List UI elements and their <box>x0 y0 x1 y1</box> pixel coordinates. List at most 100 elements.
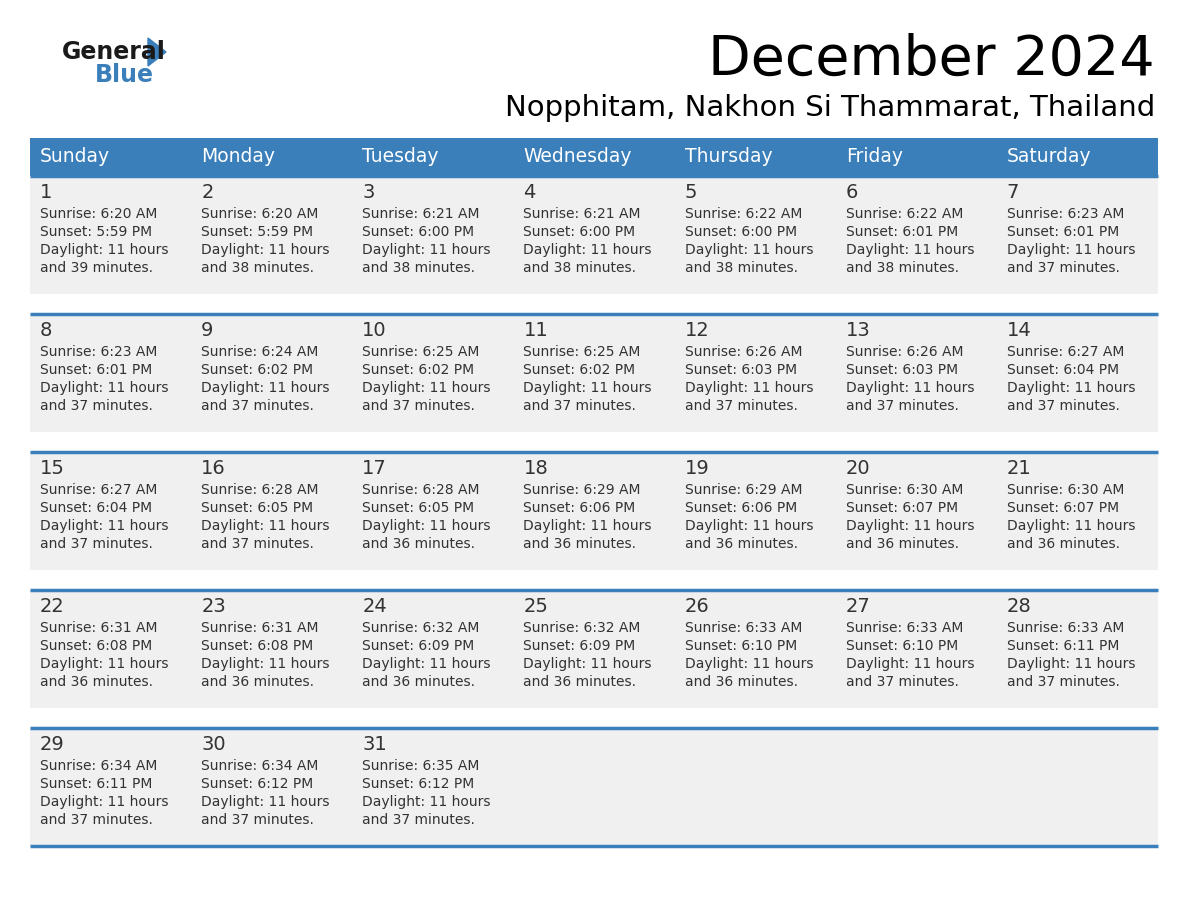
Text: 8: 8 <box>40 320 52 340</box>
Text: and 37 minutes.: and 37 minutes. <box>524 399 637 413</box>
Text: Sunset: 6:12 PM: Sunset: 6:12 PM <box>362 777 474 791</box>
Text: Daylight: 11 hours: Daylight: 11 hours <box>846 243 974 257</box>
Text: Sunset: 6:05 PM: Sunset: 6:05 PM <box>201 501 314 515</box>
Text: and 38 minutes.: and 38 minutes. <box>846 261 959 275</box>
Text: Sunset: 6:04 PM: Sunset: 6:04 PM <box>1007 363 1119 377</box>
Text: Wednesday: Wednesday <box>524 148 632 166</box>
Text: and 37 minutes.: and 37 minutes. <box>40 813 153 827</box>
Bar <box>30 176 1158 294</box>
Text: and 37 minutes.: and 37 minutes. <box>1007 399 1120 413</box>
Text: Daylight: 11 hours: Daylight: 11 hours <box>684 519 813 533</box>
Text: Sunrise: 6:34 AM: Sunrise: 6:34 AM <box>40 759 157 773</box>
Text: Sunset: 6:02 PM: Sunset: 6:02 PM <box>524 363 636 377</box>
Text: Daylight: 11 hours: Daylight: 11 hours <box>1007 381 1136 395</box>
Text: Sunset: 6:06 PM: Sunset: 6:06 PM <box>684 501 797 515</box>
Text: 16: 16 <box>201 458 226 477</box>
Text: Sunrise: 6:27 AM: Sunrise: 6:27 AM <box>40 483 157 497</box>
Text: Daylight: 11 hours: Daylight: 11 hours <box>524 381 652 395</box>
Text: Daylight: 11 hours: Daylight: 11 hours <box>40 657 169 671</box>
Text: 23: 23 <box>201 597 226 615</box>
Text: Daylight: 11 hours: Daylight: 11 hours <box>524 519 652 533</box>
Text: Sunrise: 6:21 AM: Sunrise: 6:21 AM <box>524 207 642 221</box>
Text: and 37 minutes.: and 37 minutes. <box>1007 675 1120 689</box>
Text: Sunset: 5:59 PM: Sunset: 5:59 PM <box>201 225 314 239</box>
Text: 5: 5 <box>684 183 697 201</box>
Text: 4: 4 <box>524 183 536 201</box>
Text: and 36 minutes.: and 36 minutes. <box>362 675 475 689</box>
Text: Sunrise: 6:22 AM: Sunrise: 6:22 AM <box>846 207 963 221</box>
Text: Sunset: 6:00 PM: Sunset: 6:00 PM <box>524 225 636 239</box>
Text: Daylight: 11 hours: Daylight: 11 hours <box>362 795 491 809</box>
Text: 24: 24 <box>362 597 387 615</box>
Text: Sunrise: 6:31 AM: Sunrise: 6:31 AM <box>201 621 318 635</box>
Text: Daylight: 11 hours: Daylight: 11 hours <box>846 519 974 533</box>
Text: and 36 minutes.: and 36 minutes. <box>684 675 797 689</box>
Text: 19: 19 <box>684 458 709 477</box>
Text: 3: 3 <box>362 183 374 201</box>
Text: Daylight: 11 hours: Daylight: 11 hours <box>846 657 974 671</box>
Text: Sunset: 6:02 PM: Sunset: 6:02 PM <box>201 363 314 377</box>
Text: Daylight: 11 hours: Daylight: 11 hours <box>40 243 169 257</box>
Text: Sunset: 6:00 PM: Sunset: 6:00 PM <box>362 225 474 239</box>
Text: 12: 12 <box>684 320 709 340</box>
Text: Sunrise: 6:25 AM: Sunrise: 6:25 AM <box>362 345 480 359</box>
Text: and 37 minutes.: and 37 minutes. <box>846 399 959 413</box>
Text: Sunset: 6:06 PM: Sunset: 6:06 PM <box>524 501 636 515</box>
Text: Sunset: 6:12 PM: Sunset: 6:12 PM <box>201 777 314 791</box>
Text: Sunrise: 6:30 AM: Sunrise: 6:30 AM <box>846 483 963 497</box>
Bar <box>30 314 1158 432</box>
Text: and 39 minutes.: and 39 minutes. <box>40 261 153 275</box>
Text: Sunset: 6:00 PM: Sunset: 6:00 PM <box>684 225 797 239</box>
Bar <box>30 138 1158 176</box>
Text: Sunrise: 6:23 AM: Sunrise: 6:23 AM <box>1007 207 1124 221</box>
Text: Sunrise: 6:31 AM: Sunrise: 6:31 AM <box>40 621 158 635</box>
Text: Sunrise: 6:35 AM: Sunrise: 6:35 AM <box>362 759 480 773</box>
Text: Daylight: 11 hours: Daylight: 11 hours <box>40 795 169 809</box>
Text: Daylight: 11 hours: Daylight: 11 hours <box>1007 657 1136 671</box>
Text: 6: 6 <box>846 183 858 201</box>
Text: Sunset: 6:01 PM: Sunset: 6:01 PM <box>846 225 958 239</box>
Text: Sunrise: 6:22 AM: Sunrise: 6:22 AM <box>684 207 802 221</box>
Text: Sunset: 6:11 PM: Sunset: 6:11 PM <box>40 777 152 791</box>
Text: 7: 7 <box>1007 183 1019 201</box>
Bar <box>30 728 1158 846</box>
Text: 15: 15 <box>40 458 65 477</box>
Text: 2: 2 <box>201 183 214 201</box>
Text: and 36 minutes.: and 36 minutes. <box>846 537 959 551</box>
Text: and 36 minutes.: and 36 minutes. <box>362 537 475 551</box>
Text: 30: 30 <box>201 734 226 754</box>
Text: Sunrise: 6:33 AM: Sunrise: 6:33 AM <box>1007 621 1124 635</box>
Text: 31: 31 <box>362 734 387 754</box>
Text: and 37 minutes.: and 37 minutes. <box>1007 261 1120 275</box>
Text: Sunrise: 6:24 AM: Sunrise: 6:24 AM <box>201 345 318 359</box>
Text: and 37 minutes.: and 37 minutes. <box>362 813 475 827</box>
Text: Daylight: 11 hours: Daylight: 11 hours <box>846 381 974 395</box>
Text: Sunrise: 6:27 AM: Sunrise: 6:27 AM <box>1007 345 1124 359</box>
Text: and 37 minutes.: and 37 minutes. <box>846 675 959 689</box>
Text: 29: 29 <box>40 734 65 754</box>
Text: and 37 minutes.: and 37 minutes. <box>201 813 314 827</box>
Text: 10: 10 <box>362 320 387 340</box>
Text: and 38 minutes.: and 38 minutes. <box>524 261 637 275</box>
Text: Sunset: 6:09 PM: Sunset: 6:09 PM <box>524 639 636 653</box>
Text: and 38 minutes.: and 38 minutes. <box>201 261 314 275</box>
Text: Sunrise: 6:34 AM: Sunrise: 6:34 AM <box>201 759 318 773</box>
Text: Sunrise: 6:33 AM: Sunrise: 6:33 AM <box>846 621 963 635</box>
Text: and 36 minutes.: and 36 minutes. <box>1007 537 1120 551</box>
Text: and 38 minutes.: and 38 minutes. <box>684 261 797 275</box>
Text: Thursday: Thursday <box>684 148 772 166</box>
Text: 28: 28 <box>1007 597 1031 615</box>
Text: Sunrise: 6:20 AM: Sunrise: 6:20 AM <box>40 207 157 221</box>
Text: December 2024: December 2024 <box>708 33 1155 87</box>
Text: Sunset: 6:08 PM: Sunset: 6:08 PM <box>201 639 314 653</box>
Text: Daylight: 11 hours: Daylight: 11 hours <box>362 243 491 257</box>
Text: Sunrise: 6:26 AM: Sunrise: 6:26 AM <box>684 345 802 359</box>
Text: Daylight: 11 hours: Daylight: 11 hours <box>684 657 813 671</box>
Text: and 37 minutes.: and 37 minutes. <box>40 399 153 413</box>
Text: Sunset: 6:11 PM: Sunset: 6:11 PM <box>1007 639 1119 653</box>
Text: Sunrise: 6:26 AM: Sunrise: 6:26 AM <box>846 345 963 359</box>
Text: Daylight: 11 hours: Daylight: 11 hours <box>201 243 329 257</box>
Text: Sunset: 6:03 PM: Sunset: 6:03 PM <box>684 363 797 377</box>
Text: General: General <box>62 40 166 64</box>
Text: and 37 minutes.: and 37 minutes. <box>362 399 475 413</box>
